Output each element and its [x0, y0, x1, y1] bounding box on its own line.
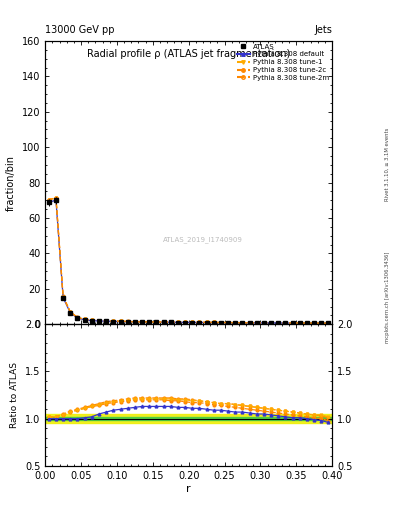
Text: Jets: Jets	[314, 26, 332, 35]
Y-axis label: Ratio to ATLAS: Ratio to ATLAS	[10, 362, 19, 428]
Text: mcplots.cern.ch [arXiv:1306.3436]: mcplots.cern.ch [arXiv:1306.3436]	[385, 251, 389, 343]
Y-axis label: fraction/bin: fraction/bin	[6, 155, 16, 210]
Text: ATLAS_2019_I1740909: ATLAS_2019_I1740909	[163, 236, 243, 243]
Text: Rivet 3.1.10, ≥ 3.1M events: Rivet 3.1.10, ≥ 3.1M events	[385, 127, 389, 201]
Bar	[45, 417, 332, 420]
X-axis label: r: r	[186, 483, 191, 494]
Legend: ATLAS, Pythia 8.308 default, Pythia 8.308 tune-1, Pythia 8.308 tune-2c, Pythia 8: ATLAS, Pythia 8.308 default, Pythia 8.30…	[235, 42, 331, 82]
Bar	[45, 414, 332, 423]
Text: 13000 GeV pp: 13000 GeV pp	[45, 26, 115, 35]
Text: Radial profile ρ (ATLAS jet fragmentation): Radial profile ρ (ATLAS jet fragmentatio…	[87, 50, 290, 59]
